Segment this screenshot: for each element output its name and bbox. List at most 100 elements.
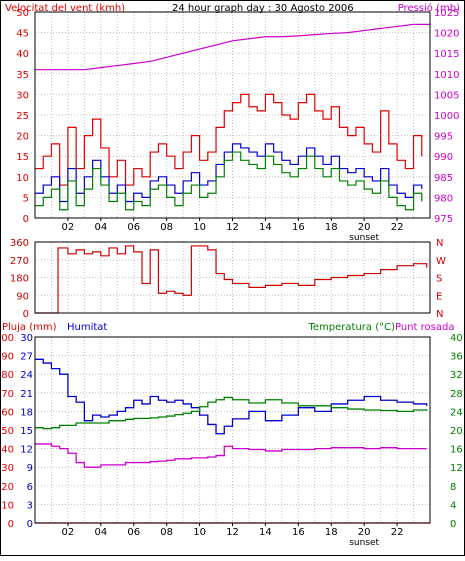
p1-xtick-label: 04 bbox=[94, 222, 107, 233]
p2-direction-tick-label: 0 bbox=[23, 309, 29, 320]
p3-temperature-tick-label: 0 bbox=[450, 519, 456, 530]
p3-temperature-tick-label: 16 bbox=[450, 445, 463, 456]
p3-humidity-tick-label: 30 bbox=[20, 333, 33, 344]
p3-humidity-tick-label: 24 bbox=[20, 370, 33, 381]
p1-wind-tick-label: 20 bbox=[16, 132, 29, 143]
p3-rain-tick-label: 40 bbox=[1, 445, 14, 456]
p1-sunset-label: sunset bbox=[349, 233, 379, 243]
p1-pressure-tick-label: 1000 bbox=[434, 111, 459, 122]
p1-pressure-tick-label: 1015 bbox=[434, 49, 459, 60]
p3-series-humidity bbox=[35, 358, 428, 435]
p2-direction-tick-label: 180 bbox=[10, 274, 29, 285]
p2-series-direction bbox=[35, 245, 428, 314]
p1-pressure-tick-label: 980 bbox=[434, 193, 453, 204]
p3-humidity-tick-label: 3 bbox=[27, 500, 33, 511]
p1-xtick-label: 14 bbox=[259, 222, 272, 233]
p3-rain-tick-label: 70 bbox=[1, 389, 14, 400]
p3-rain-tick-label: 30 bbox=[1, 463, 14, 474]
p3-xtick-label: 02 bbox=[62, 527, 75, 538]
p3-temperature-tick-label: 20 bbox=[450, 426, 463, 437]
p3-humidity-tick-label: 0 bbox=[27, 519, 33, 530]
p3-temperature-tick-label: 24 bbox=[450, 407, 463, 418]
p3-xtick-label: 12 bbox=[226, 527, 239, 538]
p1-xtick-label: 06 bbox=[127, 222, 140, 233]
p3-xtick-label: 16 bbox=[292, 527, 305, 538]
p3-rain-tick-label: 0 bbox=[8, 519, 14, 530]
rain-axis-title: Pluja (mm) bbox=[2, 322, 57, 333]
p1-wind-tick-label: 40 bbox=[16, 49, 29, 60]
p1-pressure-tick-label: 1010 bbox=[434, 70, 459, 81]
p2-compass-label: S bbox=[436, 274, 442, 285]
pressure-axis-title: Pressió (mb) bbox=[398, 2, 460, 14]
p2-compass-label: N bbox=[436, 309, 443, 320]
p3-temperature-tick-label: 40 bbox=[450, 333, 463, 344]
p3-temperature-tick-label: 36 bbox=[450, 352, 463, 363]
p3-temperature-tick-label: 32 bbox=[450, 370, 463, 381]
p1-wind-tick-label: 50 bbox=[16, 8, 29, 19]
p1-wind-tick-label: 35 bbox=[16, 70, 29, 81]
p3-humidity-tick-label: 9 bbox=[27, 463, 33, 474]
humidity-temperature-panel: 0102030405060708090100036912151821242730… bbox=[0, 333, 463, 548]
p1-wind-tick-label: 15 bbox=[16, 152, 29, 163]
p3-xtick-label: 08 bbox=[160, 527, 173, 538]
wind-pressure-panel: 0510152025303540455097598098599099510001… bbox=[16, 8, 459, 243]
p1-wind-tick-label: 45 bbox=[16, 29, 29, 40]
p1-pressure-tick-label: 995 bbox=[434, 132, 453, 143]
p1-xtick-label: 20 bbox=[358, 222, 371, 233]
p1-series-gust bbox=[35, 93, 423, 186]
p2-compass-label: E bbox=[436, 291, 442, 302]
p3-xtick-label: 04 bbox=[94, 527, 107, 538]
p3-xtick-label: 22 bbox=[391, 527, 404, 538]
p1-xtick-label: 22 bbox=[391, 222, 404, 233]
p3-humidity-tick-label: 18 bbox=[20, 407, 33, 418]
p3-rain-tick-label: 10 bbox=[1, 500, 14, 511]
p1-wind-tick-label: 10 bbox=[16, 173, 29, 184]
p1-xtick-label: 16 bbox=[292, 222, 305, 233]
p1-wind-tick-label: 25 bbox=[16, 111, 29, 122]
p2-direction-tick-label: 90 bbox=[16, 291, 29, 302]
p1-pressure-tick-label: 975 bbox=[434, 214, 453, 225]
p3-humidity-tick-label: 12 bbox=[20, 445, 33, 456]
p1-xtick-label: 10 bbox=[193, 222, 206, 233]
p3-rain-tick-label: 50 bbox=[1, 426, 14, 437]
p1-pressure-tick-label: 985 bbox=[434, 173, 453, 184]
p3-rain-tick-label: 90 bbox=[1, 352, 14, 363]
p1-pressure-tick-label: 1020 bbox=[434, 29, 459, 40]
p3-humidity-tick-label: 15 bbox=[20, 426, 33, 437]
p3-rain-tick-label: 100 bbox=[0, 333, 14, 344]
p1-pressure-tick-label: 1025 bbox=[434, 8, 459, 19]
p1-wind-tick-label: 5 bbox=[23, 193, 29, 204]
p1-pressure-tick-label: 1005 bbox=[434, 90, 459, 101]
p1-series-green bbox=[35, 151, 423, 211]
p1-xtick-label: 08 bbox=[160, 222, 173, 233]
p1-wind-tick-label: 0 bbox=[23, 214, 29, 225]
p3-humidity-tick-label: 27 bbox=[20, 352, 33, 363]
p1-pressure-tick-label: 990 bbox=[434, 152, 453, 163]
p1-xtick-label: 02 bbox=[62, 222, 75, 233]
p3-series-temperature bbox=[35, 396, 428, 430]
p1-xtick-label: 18 bbox=[325, 222, 338, 233]
humidity-axis-title: Humitat bbox=[67, 322, 107, 333]
p1-series-pressure bbox=[35, 23, 430, 71]
p1-xtick-label: 12 bbox=[226, 222, 239, 233]
wind-axis-title: Velocitat del vent (kmh) bbox=[5, 3, 125, 14]
p3-temperature-tick-label: 12 bbox=[450, 463, 463, 474]
chart-title: 24 hour graph day : 30 Agosto 2006 bbox=[172, 3, 354, 14]
p3-xtick-label: 10 bbox=[193, 527, 206, 538]
p3-xtick-label: 18 bbox=[325, 527, 338, 538]
p3-humidity-tick-label: 21 bbox=[20, 389, 33, 400]
p3-temperature-tick-label: 28 bbox=[450, 389, 463, 400]
p3-xtick-label: 20 bbox=[358, 527, 371, 538]
p2-compass-label: N bbox=[436, 238, 443, 249]
temperature-axis-title: Temperatura (°C) bbox=[307, 322, 395, 333]
p3-xtick-label: 14 bbox=[259, 527, 272, 538]
dewpoint-axis-title: Punt rosada bbox=[395, 322, 454, 333]
p3-temperature-tick-label: 8 bbox=[450, 482, 456, 493]
p3-temperature-tick-label: 4 bbox=[450, 500, 456, 511]
p3-humidity-tick-label: 6 bbox=[27, 482, 33, 493]
p3-series-dewpoint bbox=[35, 443, 427, 468]
p3-rain-tick-label: 80 bbox=[1, 370, 14, 381]
